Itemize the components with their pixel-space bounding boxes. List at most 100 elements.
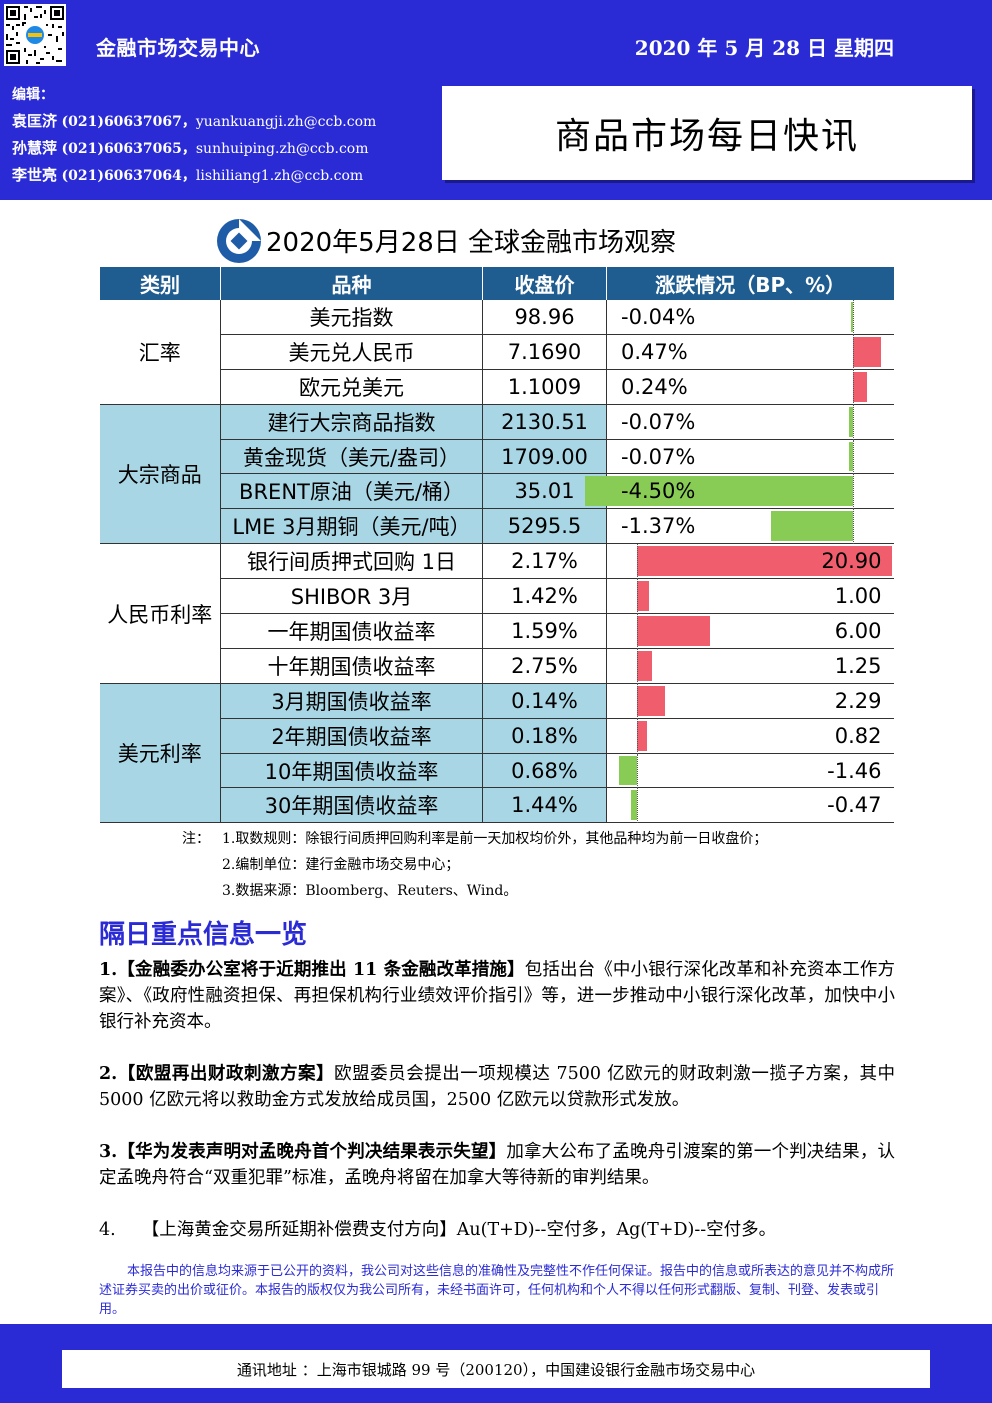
bar-axis <box>853 439 854 475</box>
table-row: 汇率 美元指数 98.96 -0.04% <box>99 300 894 405</box>
market-table: 类别 品种 收盘价 涨跌情况（BP、%） 汇率 美元指数 98.96 -0.04% 美元… <box>99 267 894 824</box>
change-value: -4.50% <box>621 479 696 504</box>
change-cell: 0.82 <box>606 718 894 754</box>
change-bar <box>637 616 711 646</box>
bar-axis <box>637 648 638 684</box>
change-value: 20.90 <box>821 549 882 574</box>
change-value: -1.46 <box>827 758 882 783</box>
close-price: 0.14% <box>482 683 607 719</box>
table-row: BRENT原油（美元/桶） 35.01 -4.50% <box>100 473 894 510</box>
editor-row: 李世亮 (021)60637064，lishiliang1.zh@ccb.com <box>12 166 364 184</box>
close-price: 1.42% <box>482 578 607 615</box>
change-cell: 20.90 <box>606 543 894 580</box>
change-cell: -0.47 <box>606 787 894 824</box>
table-row: 2年期国债收益率 0.18% 0.82 <box>100 718 894 754</box>
table-row: 大宗商品 建行大宗商品指数 2130.51 -0.07% <box>99 404 894 545</box>
instrument-name: 一年期国债收益率 <box>220 613 483 649</box>
change-cell: -1.46 <box>606 753 894 789</box>
change-cell: 0.24% <box>606 369 894 405</box>
change-bar <box>637 685 665 716</box>
bar-axis <box>637 683 638 719</box>
table-row: 10年期国债收益率 0.68% -1.46 <box>100 753 894 789</box>
section-title: 隔日重点信息一览 <box>99 920 308 950</box>
bar-axis <box>853 509 854 545</box>
change-cell: 1.25 <box>606 648 894 684</box>
instrument-name: 欧元兑美元 <box>220 369 483 405</box>
change-value: 1.00 <box>834 584 882 609</box>
notes: 注： 1.取数规则：除银行间质押回购利率是前一天加权均价外，其他品种均为前一日收盘… <box>182 826 767 904</box>
instrument-name: 30年期国债收益率 <box>220 787 483 824</box>
bar-axis <box>637 614 638 649</box>
bar-axis <box>637 788 638 824</box>
category-cell: 美元利率 <box>99 683 221 824</box>
change-value: -1.37% <box>621 514 696 539</box>
bar-axis <box>637 718 638 754</box>
close-price: 2.75% <box>482 648 607 684</box>
col-header: 类别 <box>99 267 221 300</box>
table-title: 2020年5月28日 全球金融市场观察 <box>266 228 677 258</box>
col-header: 收盘价 <box>482 267 607 300</box>
table-header-row: 类别 品种 收盘价 涨跌情况（BP、%） <box>99 267 894 300</box>
change-value: 0.47% <box>621 339 688 364</box>
center-name: 金融市场交易中心 <box>96 36 260 60</box>
bar-axis <box>637 579 638 615</box>
bar-axis <box>637 753 638 789</box>
news-item: 4. 【上海黄金交易所延期补偿费支付方向】Au(T+D)--空付多，Ag(T+D)… <box>99 1220 777 1240</box>
close-price: 1.44% <box>482 787 607 824</box>
instrument-name: 3月期国债收益率 <box>220 683 483 719</box>
instrument-name: 美元指数 <box>220 300 483 335</box>
instrument-name: 黄金现货（美元/盎司） <box>220 439 483 475</box>
change-bar <box>848 406 853 437</box>
table-row: 美元利率 3月期国债收益率 0.14% 2.29 <box>99 683 894 824</box>
change-bar <box>585 476 853 507</box>
note-line: 3.数据来源：Bloomberg、Reuters、Wind。 <box>222 883 518 899</box>
close-price: 2130.51 <box>482 404 607 440</box>
header-bar <box>0 0 992 72</box>
change-value: -0.07% <box>621 444 696 469</box>
change-value: 0.24% <box>621 374 688 399</box>
note-line: 注： 1.取数规则：除银行间质押回购利率是前一天加权均价外，其他品种均为前一日收盘… <box>182 831 768 847</box>
change-cell: 2.29 <box>606 683 894 719</box>
instrument-name: BRENT原油（美元/桶） <box>220 473 483 510</box>
table-row: 黄金现货（美元/盎司） 1709.00 -0.07% <box>100 439 894 475</box>
close-price: 1.59% <box>482 613 607 649</box>
table-row: 美元兑人民币 7.1690 0.47% <box>100 334 894 370</box>
editors-label: 编辑： <box>12 87 54 103</box>
change-cell: 0.47% <box>606 334 894 370</box>
news-item: 3.【华为发表声明对孟晚舟首个判决结果表示失望】加拿大公布了孟晚舟引渡案的第一个… <box>99 1142 896 1188</box>
change-value: 2.29 <box>834 688 882 713</box>
note-line: 2.编制单位：建行金融市场交易中心； <box>222 857 460 873</box>
close-price: 5295.5 <box>482 508 607 545</box>
table-row: 人民币利率 银行间质押式回购 1日 2.17% 20.90 <box>99 543 894 684</box>
table-row: 欧元兑美元 1.1009 0.24% <box>100 369 894 405</box>
change-bar <box>850 302 853 332</box>
category-cell: 人民币利率 <box>99 543 221 684</box>
change-bar <box>637 650 653 681</box>
category-cell: 汇率 <box>99 300 221 405</box>
close-price: 7.1690 <box>482 334 607 370</box>
close-price: 1.1009 <box>482 369 607 405</box>
change-bar <box>853 336 881 367</box>
instrument-name: SHIBOR 3月 <box>220 578 483 615</box>
qr-code-icon <box>4 4 66 66</box>
change-bar <box>631 790 637 821</box>
instrument-name: 10年期国债收益率 <box>220 753 483 789</box>
table-row: SHIBOR 3月 1.42% 1.00 <box>100 578 894 615</box>
close-price: 2.17% <box>482 543 607 580</box>
change-cell: 6.00 <box>606 613 894 649</box>
change-value: -0.07% <box>621 409 696 434</box>
instrument-name: LME 3月期铜（美元/吨） <box>220 508 483 545</box>
change-bar <box>853 371 868 402</box>
table-body: 汇率 美元指数 98.96 -0.04% 美元兑人民币 7.1690 0.47% 欧元兑美元 1… <box>99 300 894 824</box>
change-cell: -4.50% <box>585 473 894 510</box>
editor-row: 孙慧萍 (021)60637065，sunhuiping.zh@ccb.com <box>12 139 369 157</box>
change-value: -0.47 <box>827 793 882 818</box>
change-value: 0.82 <box>834 723 882 748</box>
news-item: 1.【金融委办公室将于近期推出 11 条金融改革措施】包括出台《中小银行深化改革… <box>99 960 895 1032</box>
instrument-name: 银行间质押式回购 1日 <box>220 543 483 580</box>
change-bar <box>637 546 892 577</box>
col-header: 涨跌情况（BP、%） <box>606 267 894 300</box>
change-cell: 1.00 <box>606 578 894 615</box>
bar-axis <box>853 474 854 510</box>
col-header: 品种 <box>220 267 483 300</box>
